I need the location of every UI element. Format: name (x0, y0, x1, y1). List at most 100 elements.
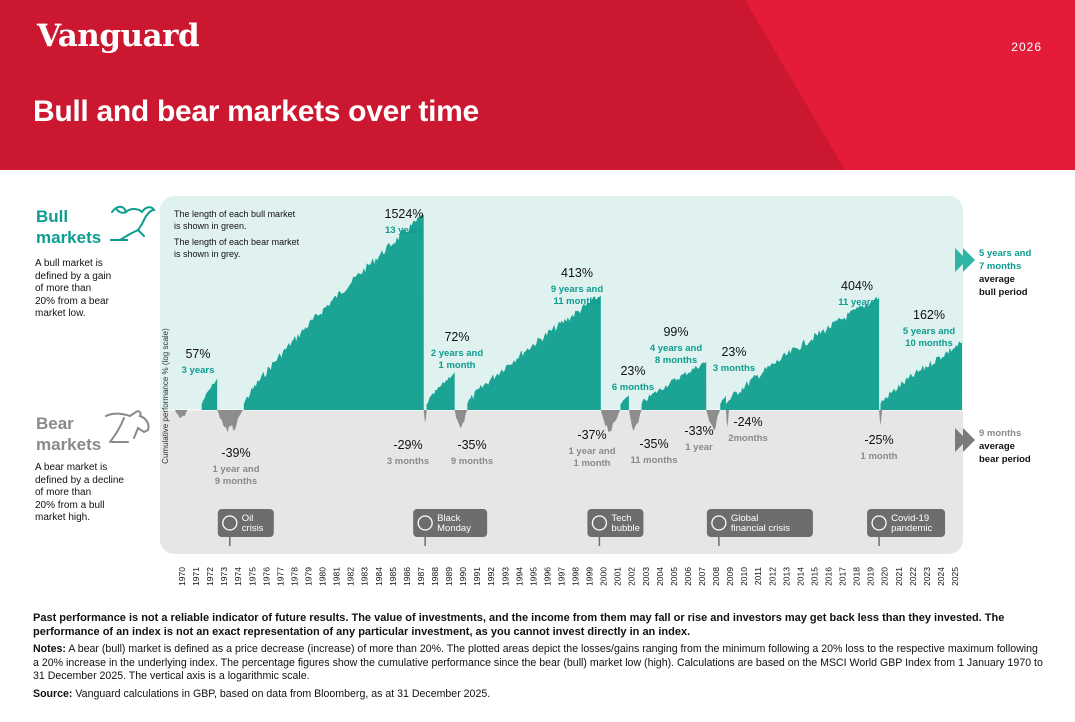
bull-gain-label: 72% (444, 330, 469, 344)
x-tick-label: 2005 (669, 567, 679, 586)
x-tick-label: 1984 (374, 567, 384, 586)
legend-note-line: The length of each bull market (174, 209, 296, 219)
x-tick-label: 1979 (304, 567, 314, 586)
bull-icon (110, 205, 156, 241)
x-tick-label: 1974 (233, 567, 243, 586)
event-label: Oil (242, 513, 254, 524)
bull-duration-label: 8 months (655, 355, 697, 366)
x-tick-label: 2011 (753, 567, 763, 586)
x-tick-label: 2012 (767, 567, 777, 586)
vanguard-logo: Vanguard (37, 18, 200, 54)
x-tick-label: 2014 (795, 567, 805, 586)
bull-market-area (880, 341, 962, 410)
legend-note-line: is shown in grey. (174, 249, 240, 259)
notes: Notes: A bear (bull) market is defined a… (33, 643, 1043, 684)
x-tick-label: 2006 (683, 567, 693, 586)
x-tick-label: 2017 (838, 567, 848, 586)
bear-average-label: bear period (979, 454, 1031, 465)
bear-desc-line: market high. (35, 512, 91, 523)
bear-description: A bear market is defined by a decline of… (35, 462, 145, 525)
x-tick-label: 2007 (697, 567, 707, 586)
source: Source: Vanguard calculations in GBP, ba… (33, 688, 1043, 702)
bear-market-area (175, 410, 188, 419)
x-tick-label: 1993 (500, 567, 510, 586)
virus-icon (871, 515, 887, 531)
notes-text: A bear (bull) market is defined as a pri… (33, 643, 1043, 683)
bull-duration-label: 11 years (838, 297, 876, 308)
x-tick-label: 2002 (627, 567, 637, 586)
x-tick-label: 2024 (936, 567, 946, 586)
bull-gain-label: 413% (561, 266, 593, 280)
bull-average-label: average (979, 274, 1015, 285)
average-periods: 5 years and 7 months average bull period 9 m… (955, 248, 1031, 465)
x-tick-label: 1996 (542, 567, 552, 586)
x-tick-label: 2009 (725, 567, 735, 586)
bull-heading-line2: markets (36, 228, 102, 247)
bear-heading-line2: markets (36, 435, 102, 454)
bull-gain-label: 99% (663, 325, 688, 339)
x-tick-label: 1983 (360, 567, 370, 586)
x-tick-label: 1977 (275, 567, 285, 586)
bull-description: A bull market is defined by a gain of mo… (35, 258, 145, 321)
event-label: Tech (611, 513, 631, 524)
bull-duration-label: 6 months (612, 382, 654, 393)
market-areas (175, 214, 962, 433)
bull-gain-label: 404% (841, 279, 873, 293)
notes-label: Notes: (33, 643, 66, 655)
globe-icon (711, 515, 727, 531)
bull-bear-chart: Cumulative performance % (log scale) The… (160, 196, 1031, 586)
bull-duration-label: 9 years and (551, 284, 603, 295)
bear-average-label: average (979, 441, 1015, 452)
source-text: Vanguard calculations in GBP, based on d… (72, 688, 491, 700)
bear-duration-label: 1 year (685, 442, 713, 453)
header-accent-shape (745, 0, 1075, 170)
bear-market-area (706, 410, 721, 431)
bear-desc-line: A bear market is (35, 462, 108, 473)
bear-market-area (600, 410, 621, 433)
x-tick-label: 2022 (908, 567, 918, 586)
bear-zone-background (160, 404, 963, 554)
x-tick-label: 1980 (318, 567, 328, 586)
event-label: financial crisis (731, 523, 790, 534)
bull-duration-label: 3 years (182, 365, 215, 376)
bear-duration-label: 3 months (387, 456, 429, 467)
x-tick-label: 1986 (402, 567, 412, 586)
x-tick-label: 2019 (866, 567, 876, 586)
bear-market-area (217, 410, 244, 433)
bear-average-arrow (963, 428, 975, 452)
x-tick-label: 1995 (528, 567, 538, 586)
page-title: Bull and bear markets over time (33, 95, 479, 128)
bear-loss-label: -29% (393, 438, 422, 452)
bull-gain-label: 23% (721, 345, 746, 359)
x-tick-label: 1973 (219, 567, 229, 586)
event-label: Monday (437, 523, 471, 534)
event-label: Global (731, 513, 758, 524)
bull-market-area (426, 372, 455, 410)
bear-heading-line1: Bear (36, 414, 74, 433)
x-tick-label: 2016 (823, 567, 833, 586)
y-axis-label: Cumulative performance % (log scale) (161, 328, 170, 464)
source-label: Source: (33, 688, 73, 700)
bull-desc-line: defined by a gain (35, 270, 112, 282)
bear-duration-label: 1 year and (213, 464, 260, 475)
header-banner: Vanguard 2026 Bull and bear markets over… (0, 0, 1075, 170)
bear-duration-label: 1 year and (569, 446, 616, 457)
bear-loss-label: -24% (733, 415, 762, 429)
x-tick-label: 1994 (514, 567, 524, 586)
bull-gain-label: 162% (913, 308, 945, 322)
bear-desc-line: 20% from a bull (35, 499, 105, 511)
lightbulb-icon (591, 515, 608, 531)
legend-note-line: The length of each bear market (174, 237, 300, 247)
bear-market-area (725, 410, 729, 427)
bear-market-area (628, 410, 642, 431)
bull-desc-line: A bull market is (35, 258, 103, 269)
calendar-icon (417, 515, 433, 531)
x-tick-label: 2008 (711, 567, 721, 586)
bull-duration-label: 5 years and (903, 326, 955, 337)
bull-market-area (201, 378, 218, 410)
event-box (413, 509, 488, 537)
x-tick-label: 1992 (486, 567, 496, 586)
x-tick-label: 2000 (599, 567, 609, 586)
x-tick-label: 2004 (655, 567, 665, 586)
